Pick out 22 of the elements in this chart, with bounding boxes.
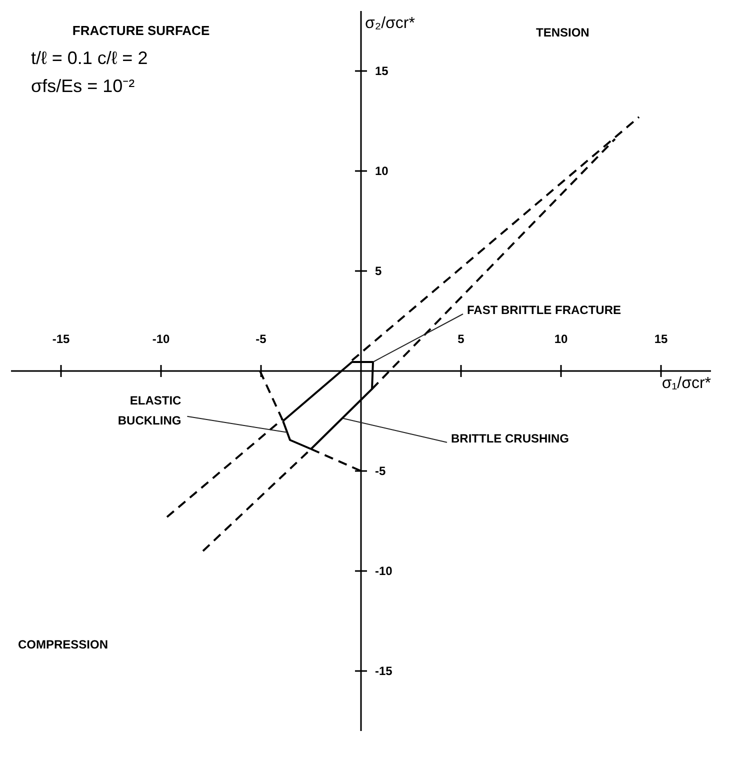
text: t/ℓ = 0.1 c/ℓ = 2 [31,48,148,68]
annotation: TENSION [536,26,590,40]
x-axis-title: σ₁/σcr* [662,375,711,392]
y-axis-title: σ₂/σcr* [365,15,415,32]
y-tick-label: 5 [375,264,382,278]
x-tick-label: -15 [52,332,70,346]
text: FRACTURE SURFACE [72,23,210,38]
annotation: BRITTLE CRUSHING [451,431,569,446]
annotation: COMPRESSION [18,638,108,652]
y-tick-label: 10 [375,164,389,178]
x-tick-label: 5 [458,332,465,346]
annotation: ELASTIC BUCKLING [118,393,182,428]
y-tick-label: -15 [375,664,393,678]
y-tick-label: 15 [375,64,389,78]
x-tick-label: 10 [554,332,568,346]
x-tick-label: 15 [654,332,668,346]
x-tick-label: -10 [152,332,170,346]
annotation: FAST BRITTLE FRACTURE [467,303,621,317]
text: σfs/Es = 10⁻² [31,76,135,96]
y-tick-label: -5 [375,464,386,478]
x-tick-label: -5 [256,332,267,346]
y-tick-label: -10 [375,564,393,578]
